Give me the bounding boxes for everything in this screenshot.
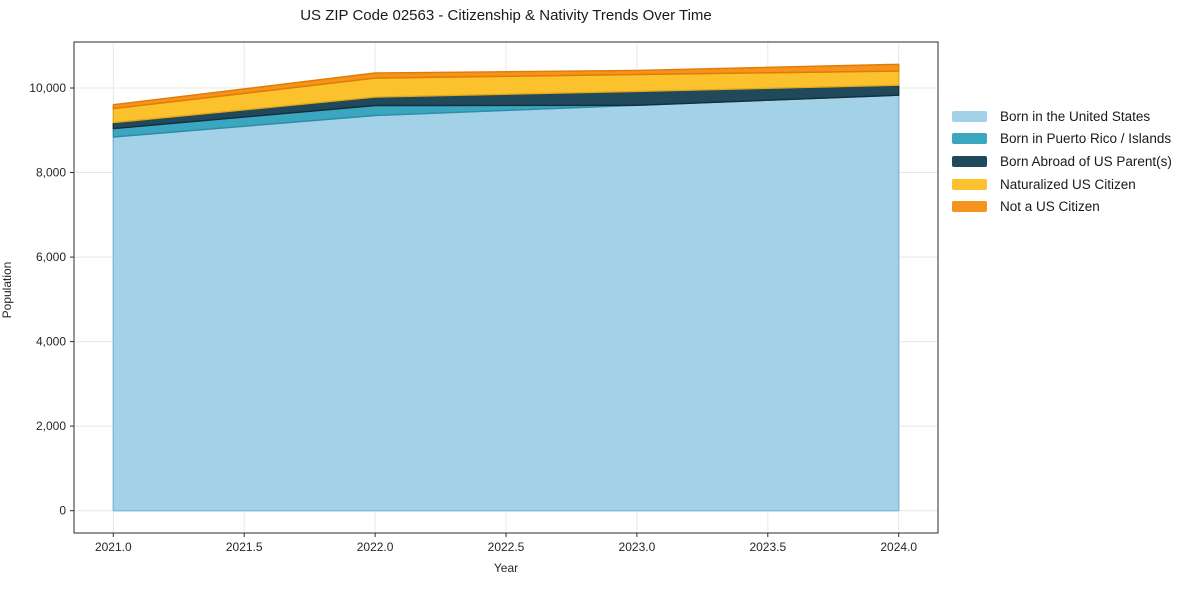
area-not-a-us-citizen xyxy=(112,63,900,110)
legend-swatch-icon xyxy=(952,110,987,122)
x-tick-label: 2024.0 xyxy=(880,540,917,554)
legend-item: Born in Puerto Rico / Islands xyxy=(952,128,1172,151)
x-tick-label: 2022.0 xyxy=(357,540,394,554)
legend-item: Born Abroad of US Parent(s) xyxy=(952,150,1172,173)
chart-title: US ZIP Code 02563 - Citizenship & Nativi… xyxy=(300,7,712,24)
y-tick-label: 10,000 xyxy=(29,81,66,95)
x-tick-label: 2021.0 xyxy=(95,540,132,554)
x-tick-label: 2021.5 xyxy=(226,540,263,554)
legend-swatch-icon xyxy=(952,133,987,145)
area-born-in-the-united-states xyxy=(112,94,900,512)
y-axis-label: Population xyxy=(0,261,14,319)
y-tick-label: 6,000 xyxy=(36,250,66,264)
x-tick-label: 2022.5 xyxy=(488,540,525,554)
x-axis-label: Year xyxy=(493,561,519,575)
legend-label: Born Abroad of US Parent(s) xyxy=(1000,153,1172,169)
legend-item: Not a US Citizen xyxy=(952,195,1172,218)
y-tick-label: 2,000 xyxy=(36,419,66,433)
legend-swatch-icon xyxy=(952,155,987,167)
x-tick-label: 2023.5 xyxy=(749,540,786,554)
legend: Born in the United States Born in Puerto … xyxy=(952,105,1172,218)
y-tick-label: 0 xyxy=(59,504,66,518)
y-tick-label: 4,000 xyxy=(36,335,66,349)
legend-swatch-icon xyxy=(952,178,987,190)
legend-swatch-icon xyxy=(952,201,987,213)
y-tick-label: 8,000 xyxy=(36,166,66,180)
legend-item: Born in the United States xyxy=(952,105,1172,128)
legend-label: Born in Puerto Rico / Islands xyxy=(1000,131,1172,147)
legend-item: Naturalized US Citizen xyxy=(952,173,1172,196)
legend-label: Born in the United States xyxy=(1000,108,1151,124)
x-tick-label: 2023.0 xyxy=(619,540,656,554)
legend-label: Naturalized US Citizen xyxy=(1000,176,1136,192)
legend-label: Not a US Citizen xyxy=(1000,199,1100,215)
